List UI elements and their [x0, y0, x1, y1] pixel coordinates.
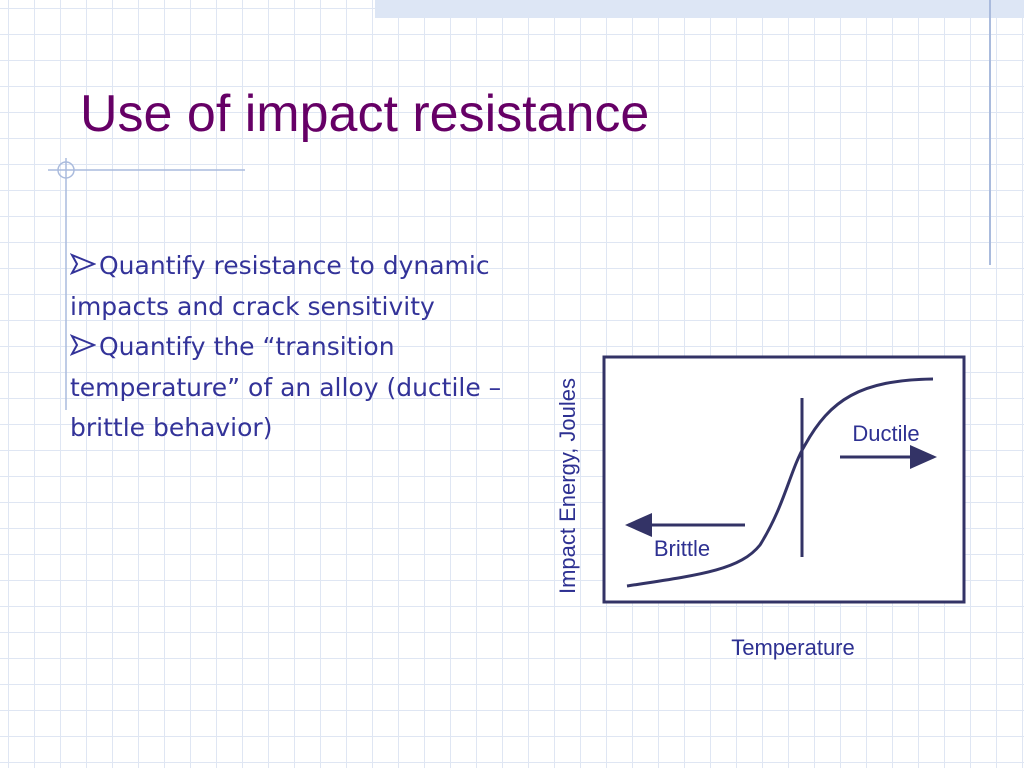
bullet-arrow: [69, 333, 97, 357]
bullet: Quantify the “transition temperature” of…: [69, 327, 510, 449]
plot-frame: [602, 355, 966, 604]
y-axis-label: Impact Energy, Joules: [555, 378, 580, 594]
bullet-list: Quantify resistance to dynamic impacts a…: [69, 246, 510, 449]
x-axis-label: Temperature: [731, 635, 855, 660]
top-band: [375, 0, 1024, 18]
brittle-label: Brittle: [654, 536, 710, 561]
bullet-arrow: [69, 252, 97, 276]
rule-circle: [57, 161, 75, 179]
ductile-label: Ductile: [852, 421, 919, 446]
slide-title: Use of impact resistance: [80, 85, 650, 143]
transition-curve: [626, 377, 934, 588]
bullet: Quantify resistance to dynamic impacts a…: [69, 246, 510, 327]
bullet-text: Quantify the “transition temperature” of…: [70, 332, 502, 442]
bullet-text: Quantify resistance to dynamic impacts a…: [70, 251, 490, 321]
